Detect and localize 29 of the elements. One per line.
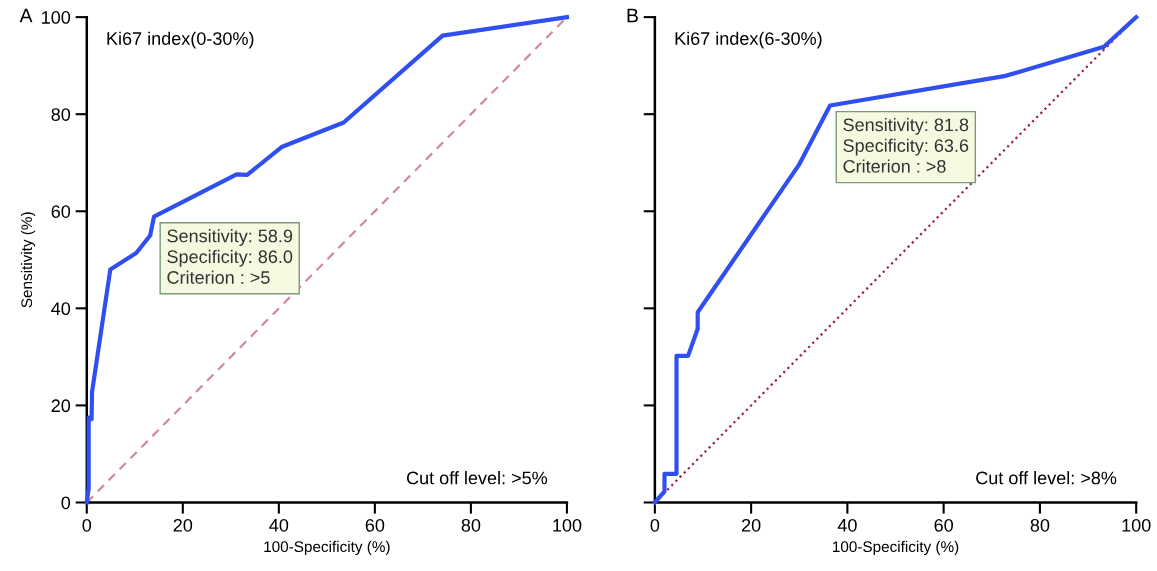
y-tick-label: 0 xyxy=(61,496,71,510)
x-tick-label: 0 xyxy=(82,518,92,532)
y-tick-label: 100 xyxy=(42,11,71,24)
annotation: Ki67 index(6-30%) xyxy=(675,31,822,49)
y-tick-label: 60 xyxy=(51,205,71,218)
annotation: Ki67 index(0-30%) xyxy=(107,31,254,49)
x-tick-label: 40 xyxy=(269,518,289,532)
chart-title: A xyxy=(19,8,33,23)
x-tick-label: 40 xyxy=(837,518,857,532)
y-axis-title: Sensitivity (%) xyxy=(20,212,36,308)
annotation: Cut off level: >5% xyxy=(406,471,548,485)
x-axis-title: 100-Specificity (%) xyxy=(264,540,390,556)
x-axis-title: 100-Specificity (%) xyxy=(833,540,959,556)
y-tick-label: 80 xyxy=(51,108,71,121)
annotation: Cut off level: >8% xyxy=(976,471,1117,485)
x-tick-label: 60 xyxy=(934,518,953,532)
annotation: Sensitivity: 58.9 Specificity: 86.0 Criterion : >5 xyxy=(167,229,293,284)
x-tick-label: 100 xyxy=(553,518,582,532)
annotation: Sensitivity: 81.8 Specificity: 63.6 Criterion : >8 xyxy=(843,117,969,173)
x-tick-label: 20 xyxy=(173,518,193,532)
x-tick-label: 20 xyxy=(741,518,761,532)
chart-title: B xyxy=(627,8,638,23)
y-tick-label: 40 xyxy=(51,302,71,316)
x-tick-label: 60 xyxy=(365,518,385,532)
x-tick-label: 0 xyxy=(650,518,660,532)
x-tick-label: 80 xyxy=(461,518,481,532)
x-tick-label: 100 xyxy=(1122,518,1151,532)
x-tick-label: 80 xyxy=(1030,518,1050,532)
y-tick-label: 20 xyxy=(51,399,71,413)
